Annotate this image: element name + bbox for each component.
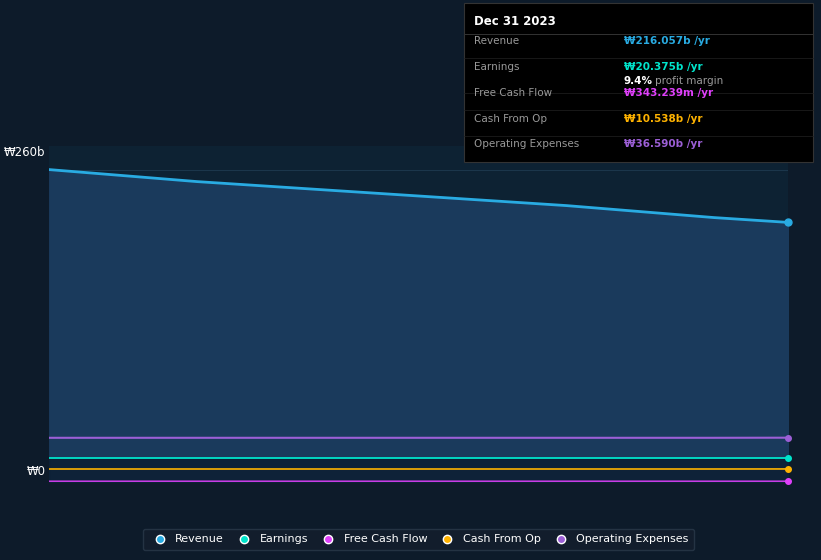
Text: Dec 31 2023: Dec 31 2023	[474, 15, 556, 28]
Text: ₩343.239m /yr: ₩343.239m /yr	[624, 88, 713, 98]
Text: Earnings: Earnings	[474, 62, 519, 72]
Text: profit margin: profit margin	[655, 76, 723, 86]
Text: 9.4%: 9.4%	[624, 76, 653, 86]
Text: Revenue: Revenue	[474, 36, 519, 46]
Text: Cash From Op: Cash From Op	[474, 114, 547, 124]
Text: ₩36.590b /yr: ₩36.590b /yr	[624, 139, 702, 150]
Text: ₩10.538b /yr: ₩10.538b /yr	[624, 114, 703, 124]
Legend: Revenue, Earnings, Free Cash Flow, Cash From Op, Operating Expenses: Revenue, Earnings, Free Cash Flow, Cash …	[143, 529, 695, 550]
Text: Free Cash Flow: Free Cash Flow	[474, 88, 552, 98]
Text: ₩0: ₩0	[26, 465, 46, 478]
Text: ₩216.057b /yr: ₩216.057b /yr	[624, 36, 710, 46]
Text: Operating Expenses: Operating Expenses	[474, 139, 579, 150]
Text: ₩20.375b /yr: ₩20.375b /yr	[624, 62, 703, 72]
Text: ₩260b: ₩260b	[4, 146, 46, 158]
